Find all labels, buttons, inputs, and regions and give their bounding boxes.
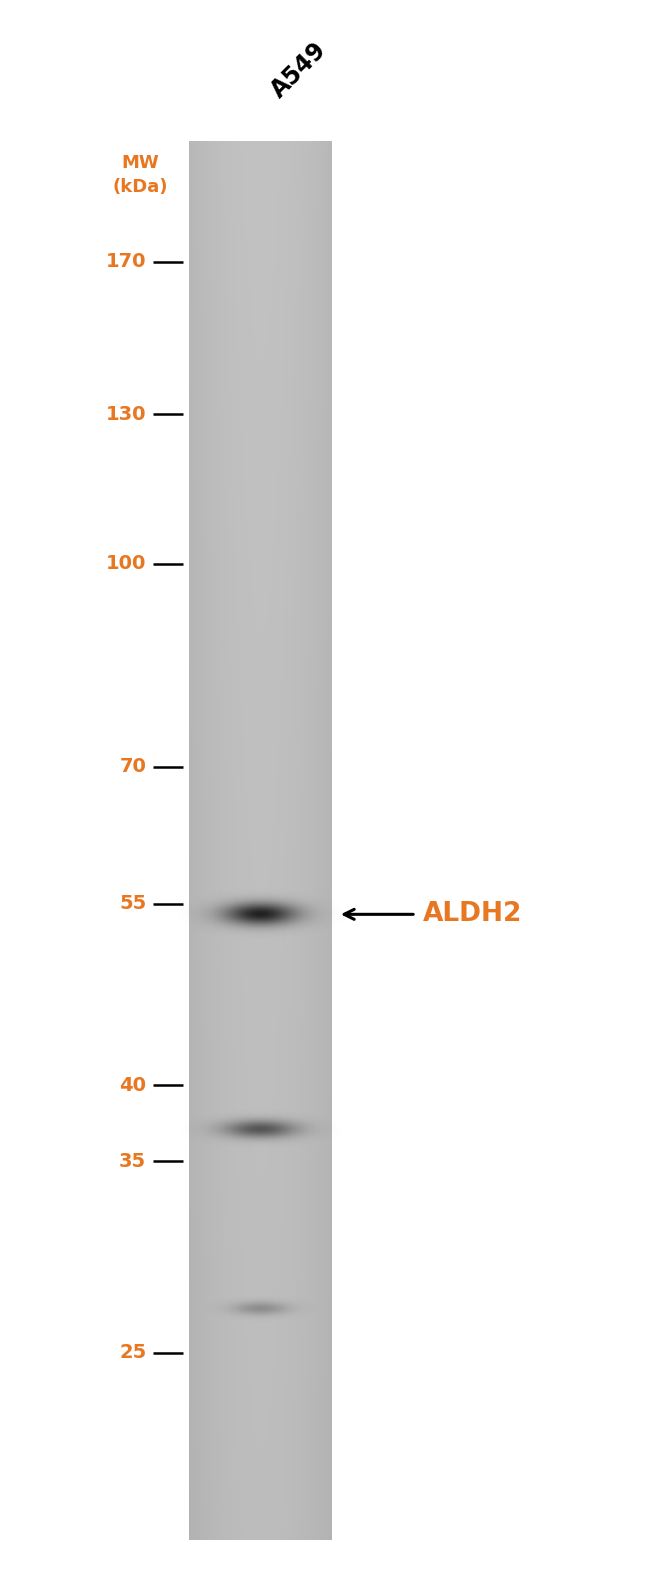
Text: ALDH2: ALDH2	[422, 902, 522, 927]
Text: 100: 100	[106, 555, 146, 573]
Text: 170: 170	[106, 253, 146, 272]
Text: 55: 55	[119, 894, 146, 913]
Text: 40: 40	[119, 1076, 146, 1095]
Text: A549: A549	[266, 38, 332, 102]
Text: 130: 130	[106, 405, 146, 424]
Text: 35: 35	[119, 1152, 146, 1170]
Text: 70: 70	[120, 757, 146, 776]
Text: MW
(kDa): MW (kDa)	[112, 154, 168, 196]
Text: 25: 25	[119, 1343, 146, 1362]
